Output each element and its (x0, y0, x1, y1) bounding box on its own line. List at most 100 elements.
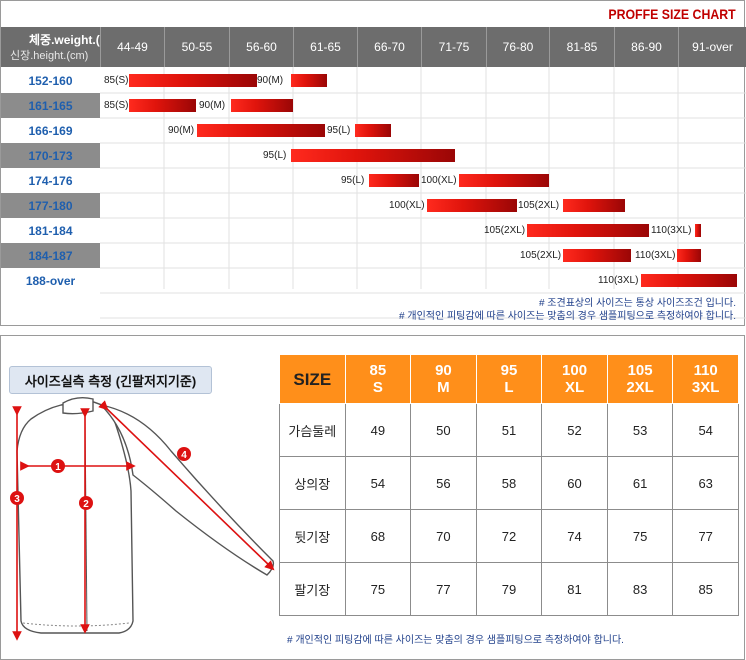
measurement-value: 60 (541, 456, 608, 510)
size-range-label: 110(3XL) (635, 250, 676, 261)
size-range-label: 95(L) (341, 175, 365, 186)
marker-4: 4 (177, 447, 191, 461)
height-row-label: 188-over (25, 273, 76, 288)
measurement-value: 49 (344, 403, 412, 457)
measurement-value: 77 (672, 509, 739, 563)
measurement-value: 72 (475, 509, 543, 563)
size-number: 95 (500, 362, 518, 379)
measurement-row: 상의장 54 56 58 60 61 63 (279, 456, 739, 510)
header-corner: 체중.weight.(kg) 신장.height.(cm) (1, 27, 118, 67)
height-row-label: 170-173 (1, 143, 100, 168)
measurement-value: 52 (541, 403, 608, 457)
marker-1: 1 (51, 459, 65, 473)
measurement-value: 79 (475, 562, 543, 616)
size-range-bar (231, 99, 293, 112)
weight-column-header: 56-60 (229, 27, 293, 67)
size-range-bar (563, 249, 631, 262)
size-chart-panel: PROFFE SIZE CHART 체중.weight.(kg) 신장.heig… (0, 0, 746, 326)
weight-column-header: 50-55 (164, 27, 229, 67)
size-number: 100 (562, 362, 588, 379)
measure-markers: 1 2 3 4 (10, 447, 191, 510)
measurement-value: 83 (606, 562, 674, 616)
size-code: M (437, 379, 450, 396)
measurement-label: 뒷기장 (279, 509, 346, 563)
measurement-label: 가슴둘레 (279, 403, 346, 457)
size-range-bar (427, 199, 517, 212)
size-range-bar (641, 274, 737, 287)
measurement-label: 팔기장 (279, 562, 346, 616)
height-axis-label: 신장.height.(cm) (10, 50, 89, 62)
size-range-bar (355, 124, 391, 137)
size-range-label: 90(M) (257, 75, 284, 86)
measurement-table: SIZE 85 S 90 M 95 L 100 XL 105 2XL 110 3XL 가슴둘레 49 50… (279, 354, 739, 616)
measurement-value: 81 (541, 562, 608, 616)
size-code: 3XL (691, 379, 720, 396)
size-range-bar (197, 124, 325, 137)
height-row-label: 161-165 (1, 93, 100, 118)
size-range-bar (129, 74, 257, 87)
measurement-value: 68 (344, 509, 412, 563)
size-range-label: 110(3XL) (598, 275, 639, 286)
measurement-title: 사이즈실측 측정 (긴팔저지기준) (9, 366, 212, 394)
size-column-header: 90 M (410, 354, 477, 404)
size-range-label: 85(S) (104, 75, 129, 86)
size-column-header: 100 XL (541, 354, 608, 404)
measurement-value: 75 (344, 562, 412, 616)
measurement-row: 뒷기장 68 70 72 74 75 77 (279, 509, 739, 563)
svg-text:2: 2 (83, 499, 89, 510)
svg-text:3: 3 (14, 494, 20, 505)
height-row-label: 181-184 (28, 223, 73, 238)
measurement-label: 상의장 (279, 456, 346, 510)
size-range-bar (459, 174, 549, 187)
weight-axis-label: 체중.weight.(kg) (29, 33, 118, 47)
weight-column-header: 91-over (678, 27, 746, 67)
size-range-label: 105(2XL) (518, 200, 560, 211)
size-range-label: 100(XL) (421, 175, 457, 186)
weight-column-header: 81-85 (549, 27, 614, 67)
weight-column-header: 71-75 (421, 27, 486, 67)
measurement-value: 50 (410, 403, 477, 457)
height-row-label: 166-169 (28, 123, 73, 138)
size-number: 110 (693, 362, 718, 379)
measurement-value: 77 (410, 562, 477, 616)
measurement-value: 75 (606, 509, 674, 563)
size-range-bar (563, 199, 625, 212)
size-range-label: 105(2XL) (520, 250, 562, 261)
size-code: S (372, 379, 383, 396)
chart-note-1: # 조견표상의 사이즈는 통상 사이즈조건 입니다. (538, 298, 736, 309)
size-header-label: SIZE (279, 354, 346, 404)
svg-text:1: 1 (55, 462, 61, 473)
measurement-panel: 사이즈실측 측정 (긴팔저지기준) 1 2 (0, 335, 745, 660)
size-number: 90 (435, 362, 452, 379)
measurement-value: 74 (541, 509, 608, 563)
height-row-label: 152-160 (28, 73, 73, 88)
weight-column-header: 76-80 (486, 27, 549, 67)
measurement-row: 가슴둘레 49 50 51 52 53 54 (279, 403, 739, 457)
size-range-label: 85(S) (104, 100, 129, 111)
marker-3: 3 (10, 491, 24, 505)
size-range-label: 100(XL) (389, 200, 425, 211)
measurement-value: 56 (410, 456, 477, 510)
size-code: XL (564, 379, 585, 396)
size-range-bar (527, 224, 649, 237)
measurement-row: 팔기장 75 77 79 81 83 85 (279, 562, 739, 616)
size-range-label: 110(3XL) (651, 225, 692, 236)
measurement-value: 85 (672, 562, 739, 616)
size-range-bar (291, 149, 455, 162)
size-column-header: 95 L (475, 354, 543, 404)
measurement-value: 58 (475, 456, 543, 510)
size-number: 85 (369, 362, 387, 379)
size-header-row: SIZE 85 S 90 M 95 L 100 XL 105 2XL 110 3XL (279, 354, 739, 404)
size-range-label: 95(L) (263, 150, 287, 161)
size-column-header: 105 2XL (606, 354, 674, 404)
size-range-bar (129, 99, 196, 112)
size-range-bar (695, 224, 701, 237)
weight-column-header: 66-70 (357, 27, 421, 67)
measurement-value: 54 (344, 456, 412, 510)
size-number: 105 (627, 362, 653, 379)
size-range-label: 95(L) (327, 125, 351, 136)
jersey-diagram: 1 2 3 4 (10, 396, 275, 641)
size-code: L (504, 379, 514, 396)
size-code: 2XL (626, 379, 654, 396)
measurement-value: 54 (672, 403, 739, 457)
